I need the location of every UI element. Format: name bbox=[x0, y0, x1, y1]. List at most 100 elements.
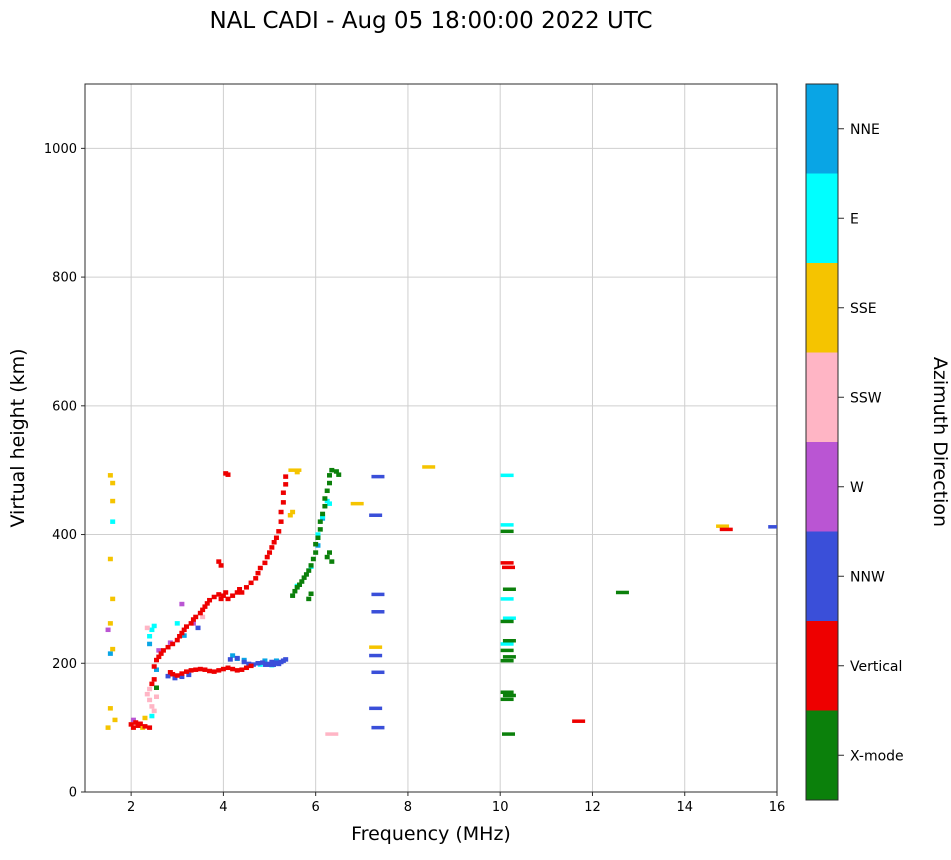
data-point-nnw bbox=[369, 513, 383, 517]
data-point-w bbox=[156, 648, 162, 653]
data-point-vertical bbox=[216, 668, 222, 673]
data-point-nne bbox=[147, 641, 153, 647]
data-point-vertical bbox=[170, 671, 176, 677]
data-point-vertical bbox=[154, 657, 160, 663]
colorbar-axis-label: Azimuth Direction bbox=[929, 357, 951, 527]
data-point-sse bbox=[112, 717, 118, 723]
scatter-points-layer bbox=[105, 465, 777, 736]
data-point-sse bbox=[716, 524, 730, 528]
data-point-x-mode bbox=[500, 529, 514, 534]
data-point-vertical bbox=[183, 624, 189, 629]
data-point-sse bbox=[290, 509, 296, 515]
grid-layer bbox=[85, 84, 778, 793]
data-point-nnw bbox=[165, 673, 171, 679]
data-point-sse bbox=[110, 596, 116, 602]
data-point-sse bbox=[107, 621, 113, 626]
data-point-x-mode bbox=[306, 568, 312, 573]
data-point-vertical bbox=[283, 482, 289, 487]
data-point-vertical bbox=[133, 720, 139, 725]
data-point-vertical bbox=[280, 500, 286, 505]
data-point-nnw bbox=[369, 653, 383, 658]
y-tick-label: 0 bbox=[69, 786, 77, 801]
data-point-x-mode bbox=[502, 587, 516, 592]
data-point-x-mode bbox=[500, 619, 514, 624]
data-point-x-mode bbox=[329, 467, 335, 473]
data-point-vertical bbox=[276, 529, 282, 534]
x-tick-label: 6 bbox=[312, 800, 320, 815]
x-tick-label: 14 bbox=[676, 800, 693, 815]
colorbar-frame bbox=[805, 83, 839, 801]
colorbar-segment bbox=[806, 352, 838, 443]
data-point-vertical bbox=[188, 668, 194, 673]
data-point-nnw bbox=[263, 663, 277, 667]
data-point-x-mode bbox=[320, 511, 326, 517]
data-point-vertical bbox=[223, 590, 229, 595]
data-point-x-mode bbox=[154, 685, 160, 690]
data-point-x-mode bbox=[502, 693, 516, 698]
data-point-vertical bbox=[239, 590, 245, 595]
data-point-vertical bbox=[128, 722, 134, 727]
data-point-e bbox=[327, 501, 333, 506]
data-point-vertical bbox=[255, 570, 261, 576]
data-point-e bbox=[147, 633, 153, 639]
data-point-sse bbox=[107, 473, 113, 478]
data-point-x-mode bbox=[327, 550, 333, 555]
data-point-vertical bbox=[271, 540, 277, 545]
data-point-x-mode bbox=[615, 590, 629, 595]
data-point-vertical bbox=[248, 663, 254, 669]
data-point-nnw bbox=[255, 661, 261, 666]
data-point-x-mode bbox=[500, 690, 514, 694]
data-point-e bbox=[151, 623, 157, 629]
data-point-x-mode bbox=[329, 559, 335, 564]
colorbar-segment bbox=[806, 442, 838, 532]
colorbar-segment-label: SSW bbox=[850, 390, 882, 406]
data-point-vertical bbox=[216, 592, 222, 597]
data-point-x-mode bbox=[292, 588, 298, 594]
data-point-x-mode bbox=[308, 591, 314, 597]
data-point-vertical bbox=[269, 545, 275, 550]
data-point-nnw bbox=[371, 725, 385, 730]
data-point-vertical bbox=[243, 585, 249, 590]
colorbar-segment bbox=[806, 710, 838, 801]
data-point-e bbox=[320, 514, 326, 519]
data-point-e bbox=[149, 627, 155, 633]
data-point-ssw bbox=[144, 691, 150, 697]
data-point-vertical bbox=[248, 580, 254, 586]
data-point-vertical bbox=[211, 669, 217, 674]
data-point-vertical bbox=[147, 725, 153, 730]
data-point-x-mode bbox=[299, 579, 305, 584]
data-point-vertical bbox=[174, 637, 180, 643]
data-point-x-mode bbox=[500, 697, 514, 702]
data-point-x-mode bbox=[322, 496, 328, 501]
data-point-vertical bbox=[190, 617, 196, 622]
data-point-nne bbox=[154, 667, 160, 672]
data-point-ssw bbox=[147, 697, 153, 703]
data-point-sse bbox=[142, 715, 148, 721]
data-point-sse bbox=[294, 469, 300, 475]
data-point-nnw bbox=[283, 657, 289, 662]
data-point-nnw bbox=[179, 674, 185, 680]
data-point-vertical bbox=[202, 604, 208, 609]
data-point-vertical bbox=[158, 651, 164, 656]
data-point-vertical bbox=[283, 474, 289, 479]
data-point-vertical bbox=[220, 593, 226, 598]
data-point-vertical bbox=[177, 633, 183, 639]
colorbar-segment bbox=[806, 263, 838, 353]
data-point-vertical bbox=[237, 587, 243, 592]
data-point-nnw bbox=[241, 659, 247, 665]
data-point-ssw bbox=[154, 694, 160, 699]
colorbar-segment bbox=[806, 621, 838, 711]
data-point-x-mode bbox=[315, 535, 321, 541]
data-point-x-mode bbox=[500, 648, 514, 653]
data-point-vertical bbox=[264, 554, 270, 560]
data-point-x-mode bbox=[317, 519, 323, 524]
data-point-vertical bbox=[142, 724, 148, 729]
data-point-vertical bbox=[502, 565, 516, 570]
data-point-vertical bbox=[234, 668, 240, 673]
data-point-ssw bbox=[144, 625, 150, 631]
x-tick-label: 16 bbox=[769, 800, 786, 815]
data-point-e bbox=[324, 498, 330, 504]
data-point-vertical bbox=[207, 597, 213, 603]
